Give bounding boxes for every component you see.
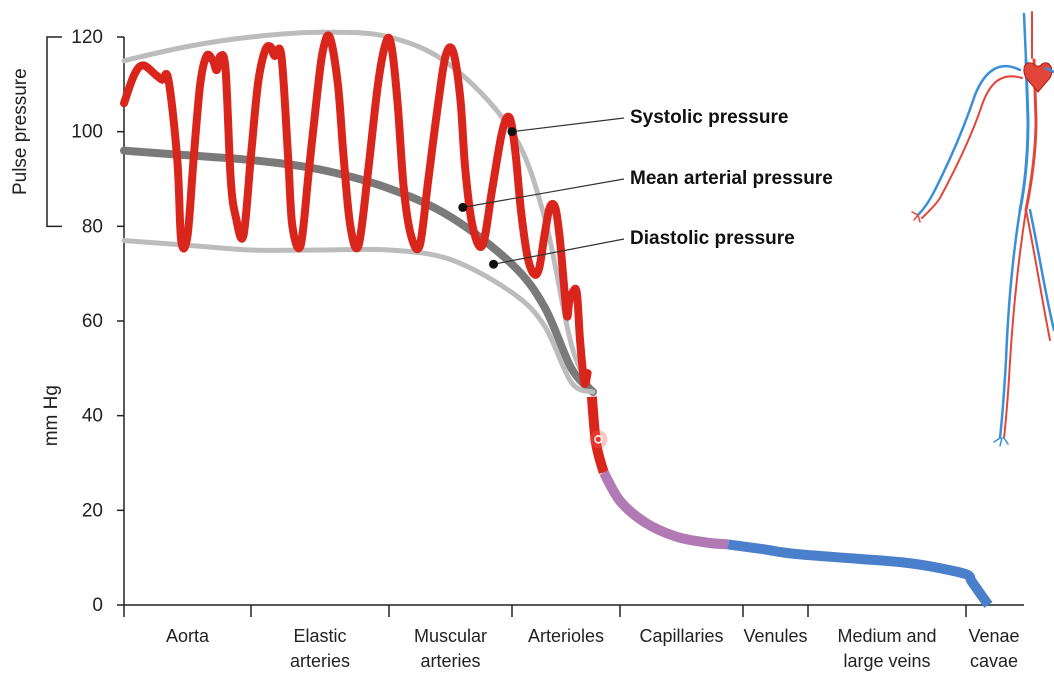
highlight-marker [594,435,603,444]
pressure-wave-line [120,31,592,388]
pulse-pressure-bracket [46,36,62,228]
y-tick-label: 120 [71,27,103,48]
category-label-arterioles: Arterioles [528,626,604,646]
series-line-diastolic-pressure [121,238,596,395]
annotation-leader [493,238,625,265]
annotation-label: Mean arterial pressure [630,168,833,189]
y-tick-label: 80 [82,216,103,237]
category-label-medium-large-veins: Medium and [837,626,936,646]
series-line-mean-arterial-pressure [120,146,597,396]
annotation-leader [511,117,625,133]
segment-arterioles-end [586,396,609,474]
hand-vessels [911,211,921,223]
annotation-leader [462,178,625,208]
pressure-wave [120,31,993,608]
circulatory-system-figure [911,11,1054,447]
arm-artery [921,75,1023,219]
annotation-dot [458,202,468,212]
right-arm-vein [1044,66,1054,74]
annotation-dot [507,127,517,137]
annotation-label: Diastolic pressure [630,228,795,249]
aorta-figure [1024,58,1038,212]
leg-artery [1003,209,1027,439]
category-label-muscular-arteries: arteries [420,651,480,671]
category-label-aorta: Aorta [166,626,210,646]
y-tick-label: 0 [92,595,103,616]
category-label-medium-large-veins: large veins [843,651,930,671]
vena-cava [1018,58,1030,212]
series-line-systolic-pressure [121,29,596,395]
y-tick-label: 20 [82,500,103,521]
category-label-muscular-arteries: Muscular [414,626,487,646]
highlight-glow [589,430,608,449]
y-tick-label: 60 [82,311,103,332]
heart-icon [1023,62,1053,93]
neck-vein [1022,12,1028,62]
category-label-elastic-arteries: arteries [290,651,350,671]
axes: 0 20 40 60 80 100 120 [46,27,1024,617]
y-tick-label: 100 [71,122,103,143]
pulse-pressure-label: Pulse pressure [10,68,31,195]
y-tick-label: 40 [82,406,103,427]
annotation-label: Systolic pressure [630,107,788,128]
annotation-dot [489,259,499,269]
leg-vein [998,208,1022,440]
segment-capillaries [599,470,729,550]
leg-artery-right [1025,209,1051,341]
arm-vein [916,64,1022,217]
annotations: Systolic pressure Mean arterial pressure D… [458,107,833,449]
labels: Aorta Elastic arteries Muscular arteries Arte… [10,68,1020,671]
foot-vessels [993,437,1009,447]
category-label-capillaries: Capillaries [639,626,723,646]
category-label-venae-cavae: cavae [970,651,1018,671]
segment-veins [727,539,993,608]
y-axis-title: mm Hg [41,385,62,446]
category-label-venae-cavae: Venae [968,626,1019,646]
category-label-elastic-arteries: Elastic [293,626,346,646]
leg-vein-right [1028,208,1054,332]
category-label-venules: Venules [743,626,807,646]
